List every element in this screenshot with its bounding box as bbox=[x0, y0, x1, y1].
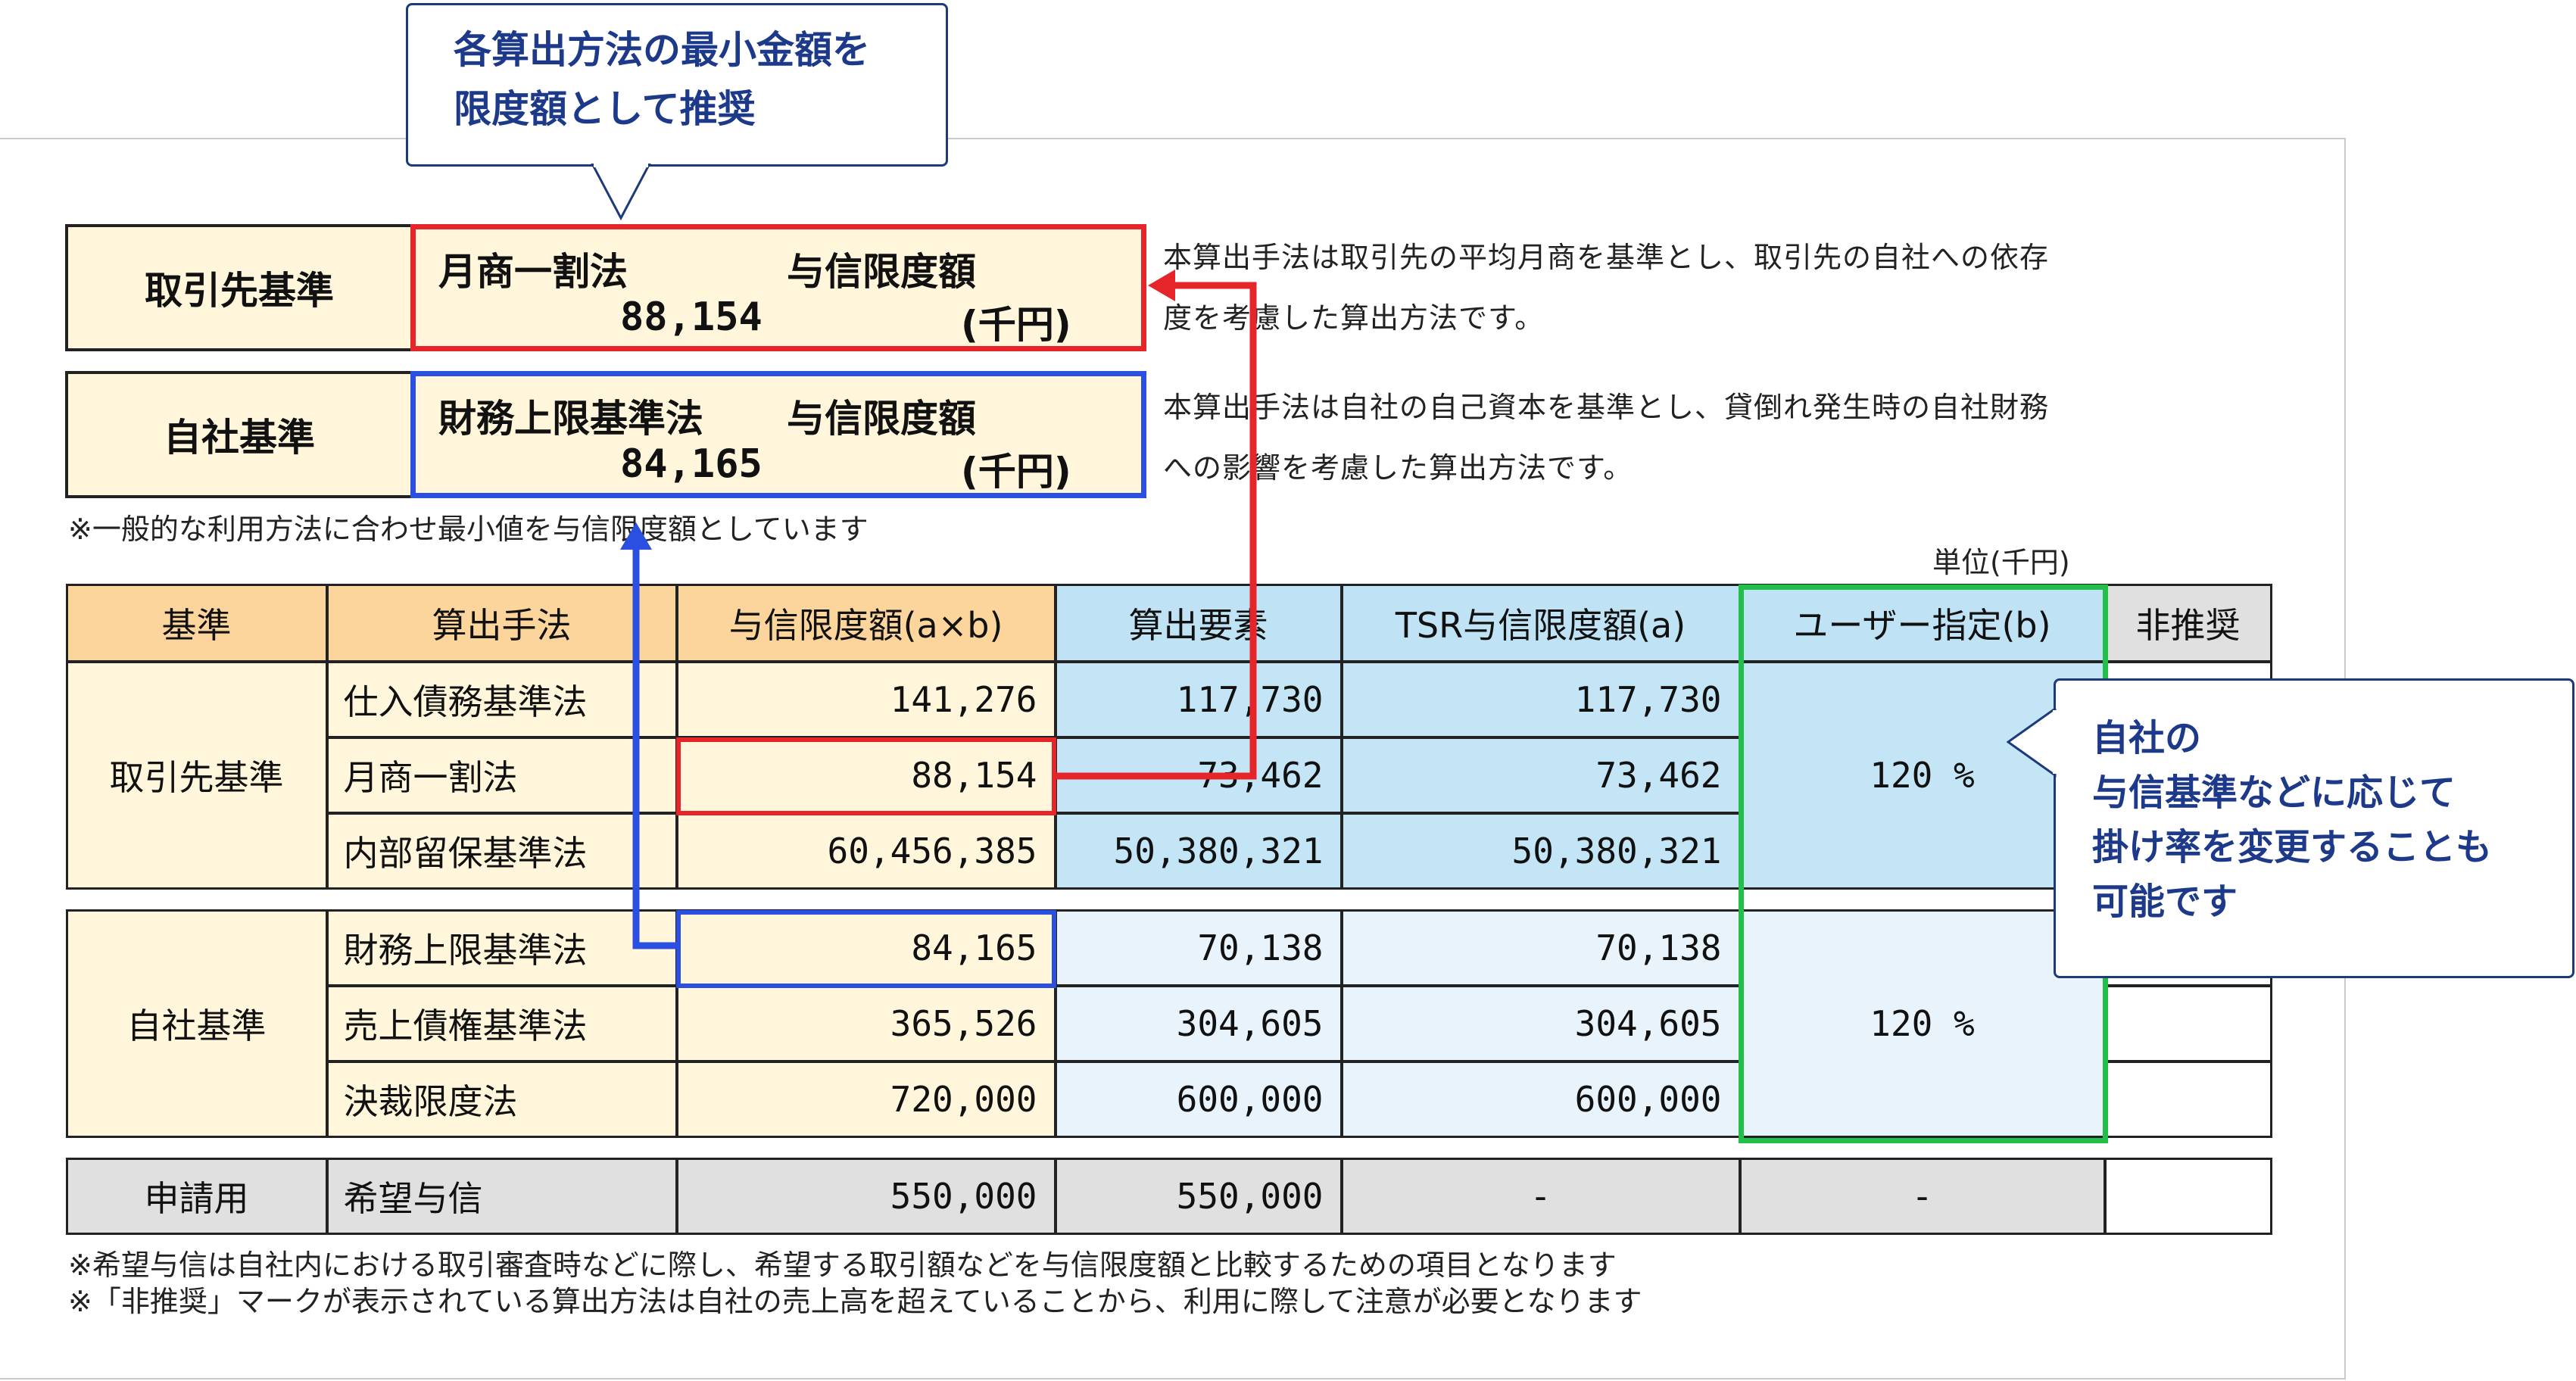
table-row-method: 財務上限基準法 bbox=[326, 909, 678, 987]
application-user: - bbox=[1739, 1157, 2106, 1235]
summary-amount: 88,154 bbox=[620, 295, 763, 340]
table-row-factor: 600,000 bbox=[1054, 1060, 1343, 1138]
blue-arrow bbox=[632, 545, 676, 949]
summary-unit: (千円) bbox=[961, 450, 1071, 494]
highlight-red-box bbox=[676, 737, 1056, 815]
table-row-limit: 84,165 bbox=[675, 909, 1056, 987]
summary-method: 財務上限基準法 bbox=[438, 397, 703, 441]
table-row-method: 内部留保基準法 bbox=[326, 812, 678, 890]
group-own-basis: 自社基準 bbox=[65, 909, 328, 1138]
table-row-tsr: 70,138 bbox=[1340, 909, 1741, 987]
table-row-tsr: 50,380,321 bbox=[1340, 812, 1741, 890]
header-limit: 与信限度額(a×b) bbox=[675, 583, 1056, 662]
red-arrowhead bbox=[1148, 270, 1175, 301]
summary-value-client: 月商一割法 与信限度額 88,154 (千円) bbox=[410, 224, 1146, 351]
table-row-tsr: 117,730 bbox=[1340, 660, 1741, 738]
description-client: 本算出手法は取引先の平均月商を基準とし、取引先の自社への依存 度を考慮した算出方… bbox=[1163, 241, 2050, 335]
callout-recommendation: 各算出方法の最小金額を 限度額として推奨 bbox=[406, 3, 948, 167]
table-row-limit: 365,526 bbox=[675, 984, 1056, 1062]
callout-tail-right bbox=[2007, 709, 2057, 778]
summary-label-own: 自社基準 bbox=[65, 371, 413, 498]
summary-value-own: 財務上限基準法 与信限度額 84,165 (千円) bbox=[410, 371, 1146, 498]
application-factor: 550,000 bbox=[1054, 1157, 1343, 1235]
header-not-recommended: 非推奨 bbox=[2104, 583, 2272, 662]
table-row-limit: 720,000 bbox=[675, 1060, 1056, 1138]
table-row-tsr: 600,000 bbox=[1340, 1060, 1741, 1138]
table-row-factor: 70,138 bbox=[1054, 909, 1343, 987]
application-tsr: - bbox=[1340, 1157, 1741, 1235]
not-recommended-cell bbox=[2104, 984, 2272, 1062]
summary-limit-label: 与信限度額 bbox=[787, 397, 976, 441]
summary-label-client: 取引先基準 bbox=[65, 224, 413, 351]
callout-tail-top bbox=[591, 164, 651, 221]
user-ratio-own[interactable]: 120 % bbox=[1739, 909, 2106, 1138]
red-arrow bbox=[1056, 282, 1257, 780]
summary-limit-label: 与信限度額 bbox=[787, 250, 976, 294]
header-tsr-limit: TSR与信限度額(a) bbox=[1340, 583, 1741, 662]
application-not-recommended bbox=[2104, 1157, 2272, 1235]
table-row-method: 決裁限度法 bbox=[326, 1060, 678, 1138]
note-minimum: ※一般的な利用方法に合わせ最小値を与信限度額としています bbox=[68, 513, 869, 546]
callout-user-ratio: 自社の 与信基準などに応じて 掛け率を変更することも 可能です bbox=[2054, 678, 2574, 978]
application-label: 申請用 bbox=[65, 1157, 328, 1235]
highlight-blue-box bbox=[676, 910, 1056, 988]
table-row-factor: 304,605 bbox=[1054, 984, 1343, 1062]
header-method: 算出手法 bbox=[326, 583, 678, 662]
footnote-application: ※希望与信は自社内における取引審査時などに際し、希望する取引額などを与信限度額と… bbox=[68, 1249, 1617, 1282]
table-row-limit: 141,276 bbox=[675, 660, 1056, 738]
user-ratio-client[interactable]: 120 % bbox=[1739, 660, 2106, 890]
table-row-method: 仕入債務基準法 bbox=[326, 660, 678, 738]
summary-unit: (千円) bbox=[961, 303, 1071, 347]
table-row-method: 月商一割法 bbox=[326, 736, 678, 814]
application-limit[interactable]: 550,000 bbox=[675, 1157, 1056, 1235]
blue-arrowhead bbox=[620, 522, 652, 550]
table-row-tsr: 304,605 bbox=[1340, 984, 1741, 1062]
description-own: 本算出手法は自社の自己資本を基準とし、貸倒れ発生時の自社財務 への影響を考慮した… bbox=[1163, 391, 2050, 485]
footnote-not-recommended: ※「非推奨」マークが表示されている算出方法は自社の売上高を超えていることから、利… bbox=[68, 1285, 1642, 1318]
header-basis: 基準 bbox=[65, 583, 328, 662]
summary-amount: 84,165 bbox=[620, 441, 763, 487]
not-recommended-cell bbox=[2104, 1060, 2272, 1138]
unit-label: 単位(千円) bbox=[1932, 546, 2070, 579]
header-user-specified: ユーザー指定(b) bbox=[1739, 583, 2106, 662]
summary-method: 月商一割法 bbox=[438, 250, 628, 294]
application-method: 希望与信 bbox=[326, 1157, 678, 1235]
group-client-basis: 取引先基準 bbox=[65, 660, 328, 890]
